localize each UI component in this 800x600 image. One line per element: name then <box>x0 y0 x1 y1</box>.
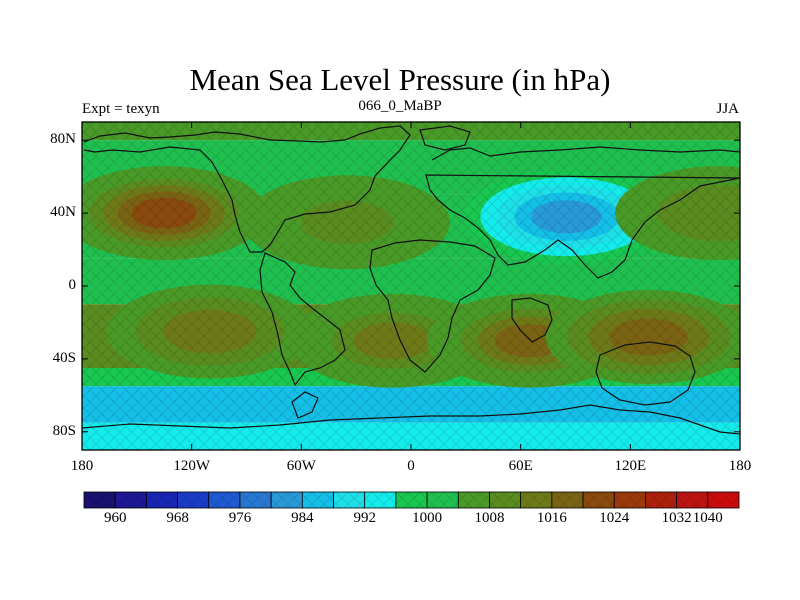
lat-tick-label: 80N <box>50 131 76 148</box>
contour-hatching <box>82 122 740 450</box>
lat-tick-label: 40S <box>52 349 76 366</box>
colorbar-label: 968 <box>166 510 189 526</box>
colorbar-label: 992 <box>353 510 376 526</box>
lon-tick-label: 180 <box>70 458 94 474</box>
colorbar-label: 1032 <box>661 510 692 526</box>
season-label: JJA <box>716 101 739 117</box>
coastline-south-america <box>259 252 346 387</box>
lon-tick-label: 120E <box>614 458 647 474</box>
lat-tick-label: 0 <box>68 277 77 293</box>
coastline-australia <box>595 341 696 406</box>
coastline-greenland <box>419 125 471 151</box>
lat-tick-label: 40N <box>50 204 76 221</box>
lon-tick-label: 120W <box>173 458 210 474</box>
colorbar-label: 1024 <box>599 510 630 526</box>
colorbar-label: 1016 <box>536 510 567 526</box>
lon-tick-label: 60E <box>508 458 533 474</box>
colorbar-label: 1008 <box>474 510 505 526</box>
coastline-africa <box>369 239 496 373</box>
lon-tick-label: 180 <box>728 458 752 474</box>
colorbar-label: 1040 <box>692 510 723 526</box>
coastline-eurasia <box>425 146 740 279</box>
experiment-label: Expt = texyn <box>82 101 160 117</box>
coastline-antarctica <box>82 404 740 435</box>
colorbar-label: 984 <box>291 510 314 526</box>
colorbar-label: 960 <box>103 510 127 526</box>
coastline-antarctic-peninsula <box>291 391 319 419</box>
colorbar-hatching <box>84 492 739 508</box>
coastline-north-america <box>83 125 411 253</box>
lon-tick-label: 0 <box>407 458 415 474</box>
lat-tick-label: 80S <box>52 422 76 439</box>
colorbar <box>83 491 740 509</box>
age-label: 066_0_MaBP <box>358 98 442 114</box>
colorbar-label: 1000 <box>412 510 443 526</box>
colorbar-label: 976 <box>228 510 252 526</box>
axis-ticks <box>81 122 741 450</box>
coastlines <box>82 125 740 435</box>
map-title: Mean Sea Level Pressure (in hPa) <box>189 62 611 97</box>
coastline-india <box>511 297 553 343</box>
lon-tick-label: 60W <box>286 458 316 474</box>
